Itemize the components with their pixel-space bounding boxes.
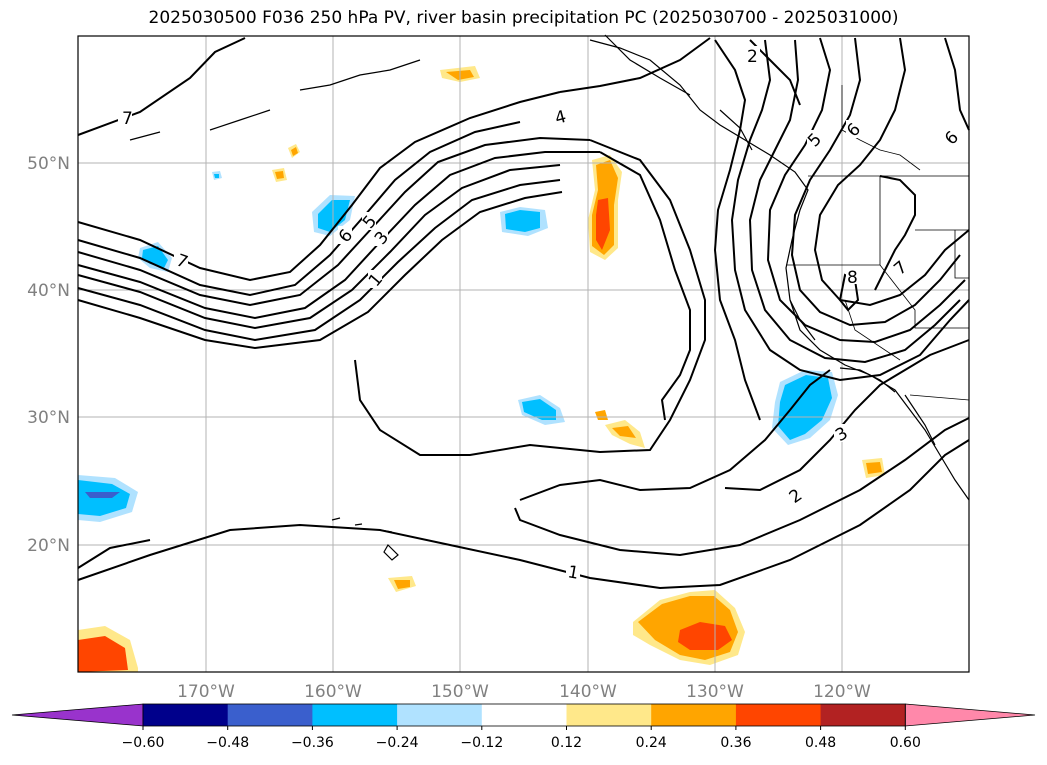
colorbar: −0.60 −0.48 −0.36 −0.24 −0.12 0.12 0.24 0.36 0.4…	[11, 703, 1036, 751]
map-frame	[77, 35, 970, 673]
colorbar-tick-label: 0.36	[720, 735, 751, 751]
colorbar-segment	[227, 704, 313, 726]
colorbar-tick-label: 0.24	[636, 735, 667, 751]
precip-negative-shading	[78, 171, 838, 522]
colorbar-tick-label: −0.48	[206, 735, 249, 751]
colorbar-extend-max	[904, 703, 1036, 727]
lat-label: 50°N	[27, 154, 70, 174]
contour-label: 1	[566, 562, 580, 584]
contour-label: 2	[747, 47, 758, 67]
lon-label: 130°W	[686, 682, 744, 702]
lon-label: 140°W	[559, 682, 617, 702]
gridlines	[78, 36, 969, 672]
lat-label: 40°N	[27, 281, 70, 301]
longitude-labels: 170°W 160°W 150°W 140°W 130°W 120°W	[177, 682, 871, 702]
colorbar-segment	[735, 704, 822, 726]
lon-label: 160°W	[304, 682, 362, 702]
latitude-labels: 50°N 40°N 30°N 20°N	[27, 154, 70, 556]
lon-label: 150°W	[431, 682, 489, 702]
colorbar-segment	[312, 704, 398, 726]
lon-label: 170°W	[177, 682, 235, 702]
colorbar-outline	[142, 703, 906, 727]
colorbar-segment	[481, 704, 567, 726]
lat-label: 30°N	[27, 408, 70, 428]
colorbar-segment	[651, 704, 737, 726]
lat-label: 20°N	[27, 536, 70, 556]
colorbar-tick-label: 0.60	[890, 735, 921, 751]
precip-positive-shading	[78, 66, 885, 672]
colorbar-tick-label: −0.60	[122, 735, 165, 751]
lon-label: 120°W	[813, 682, 871, 702]
colorbar-tick-label: 0.12	[551, 735, 582, 751]
coastlines	[129, 34, 970, 561]
contour-labels: 7 7 6 5 4 3 2 1 1 2 3 5 6 6 7 8	[118, 46, 963, 584]
contour-label: 7	[122, 109, 133, 129]
colorbar-tick-label: −0.24	[376, 735, 419, 751]
contour-label: 8	[847, 268, 858, 288]
colorbar-tick-label: −0.36	[291, 735, 334, 751]
colorbar-extend-min	[11, 703, 144, 727]
colorbar-segment	[820, 704, 906, 726]
figure-title: 2025030500 F036 250 hPa PV, river basin …	[148, 8, 899, 28]
colorbar-segment	[397, 704, 483, 726]
colorbar-tick-label: −0.12	[460, 735, 503, 751]
contour-label: 4	[553, 107, 569, 129]
colorbar-tick-label: 0.48	[805, 735, 836, 751]
colorbar-segment	[143, 704, 229, 726]
map-panel	[78, 36, 969, 672]
colorbar-segment	[566, 704, 652, 726]
